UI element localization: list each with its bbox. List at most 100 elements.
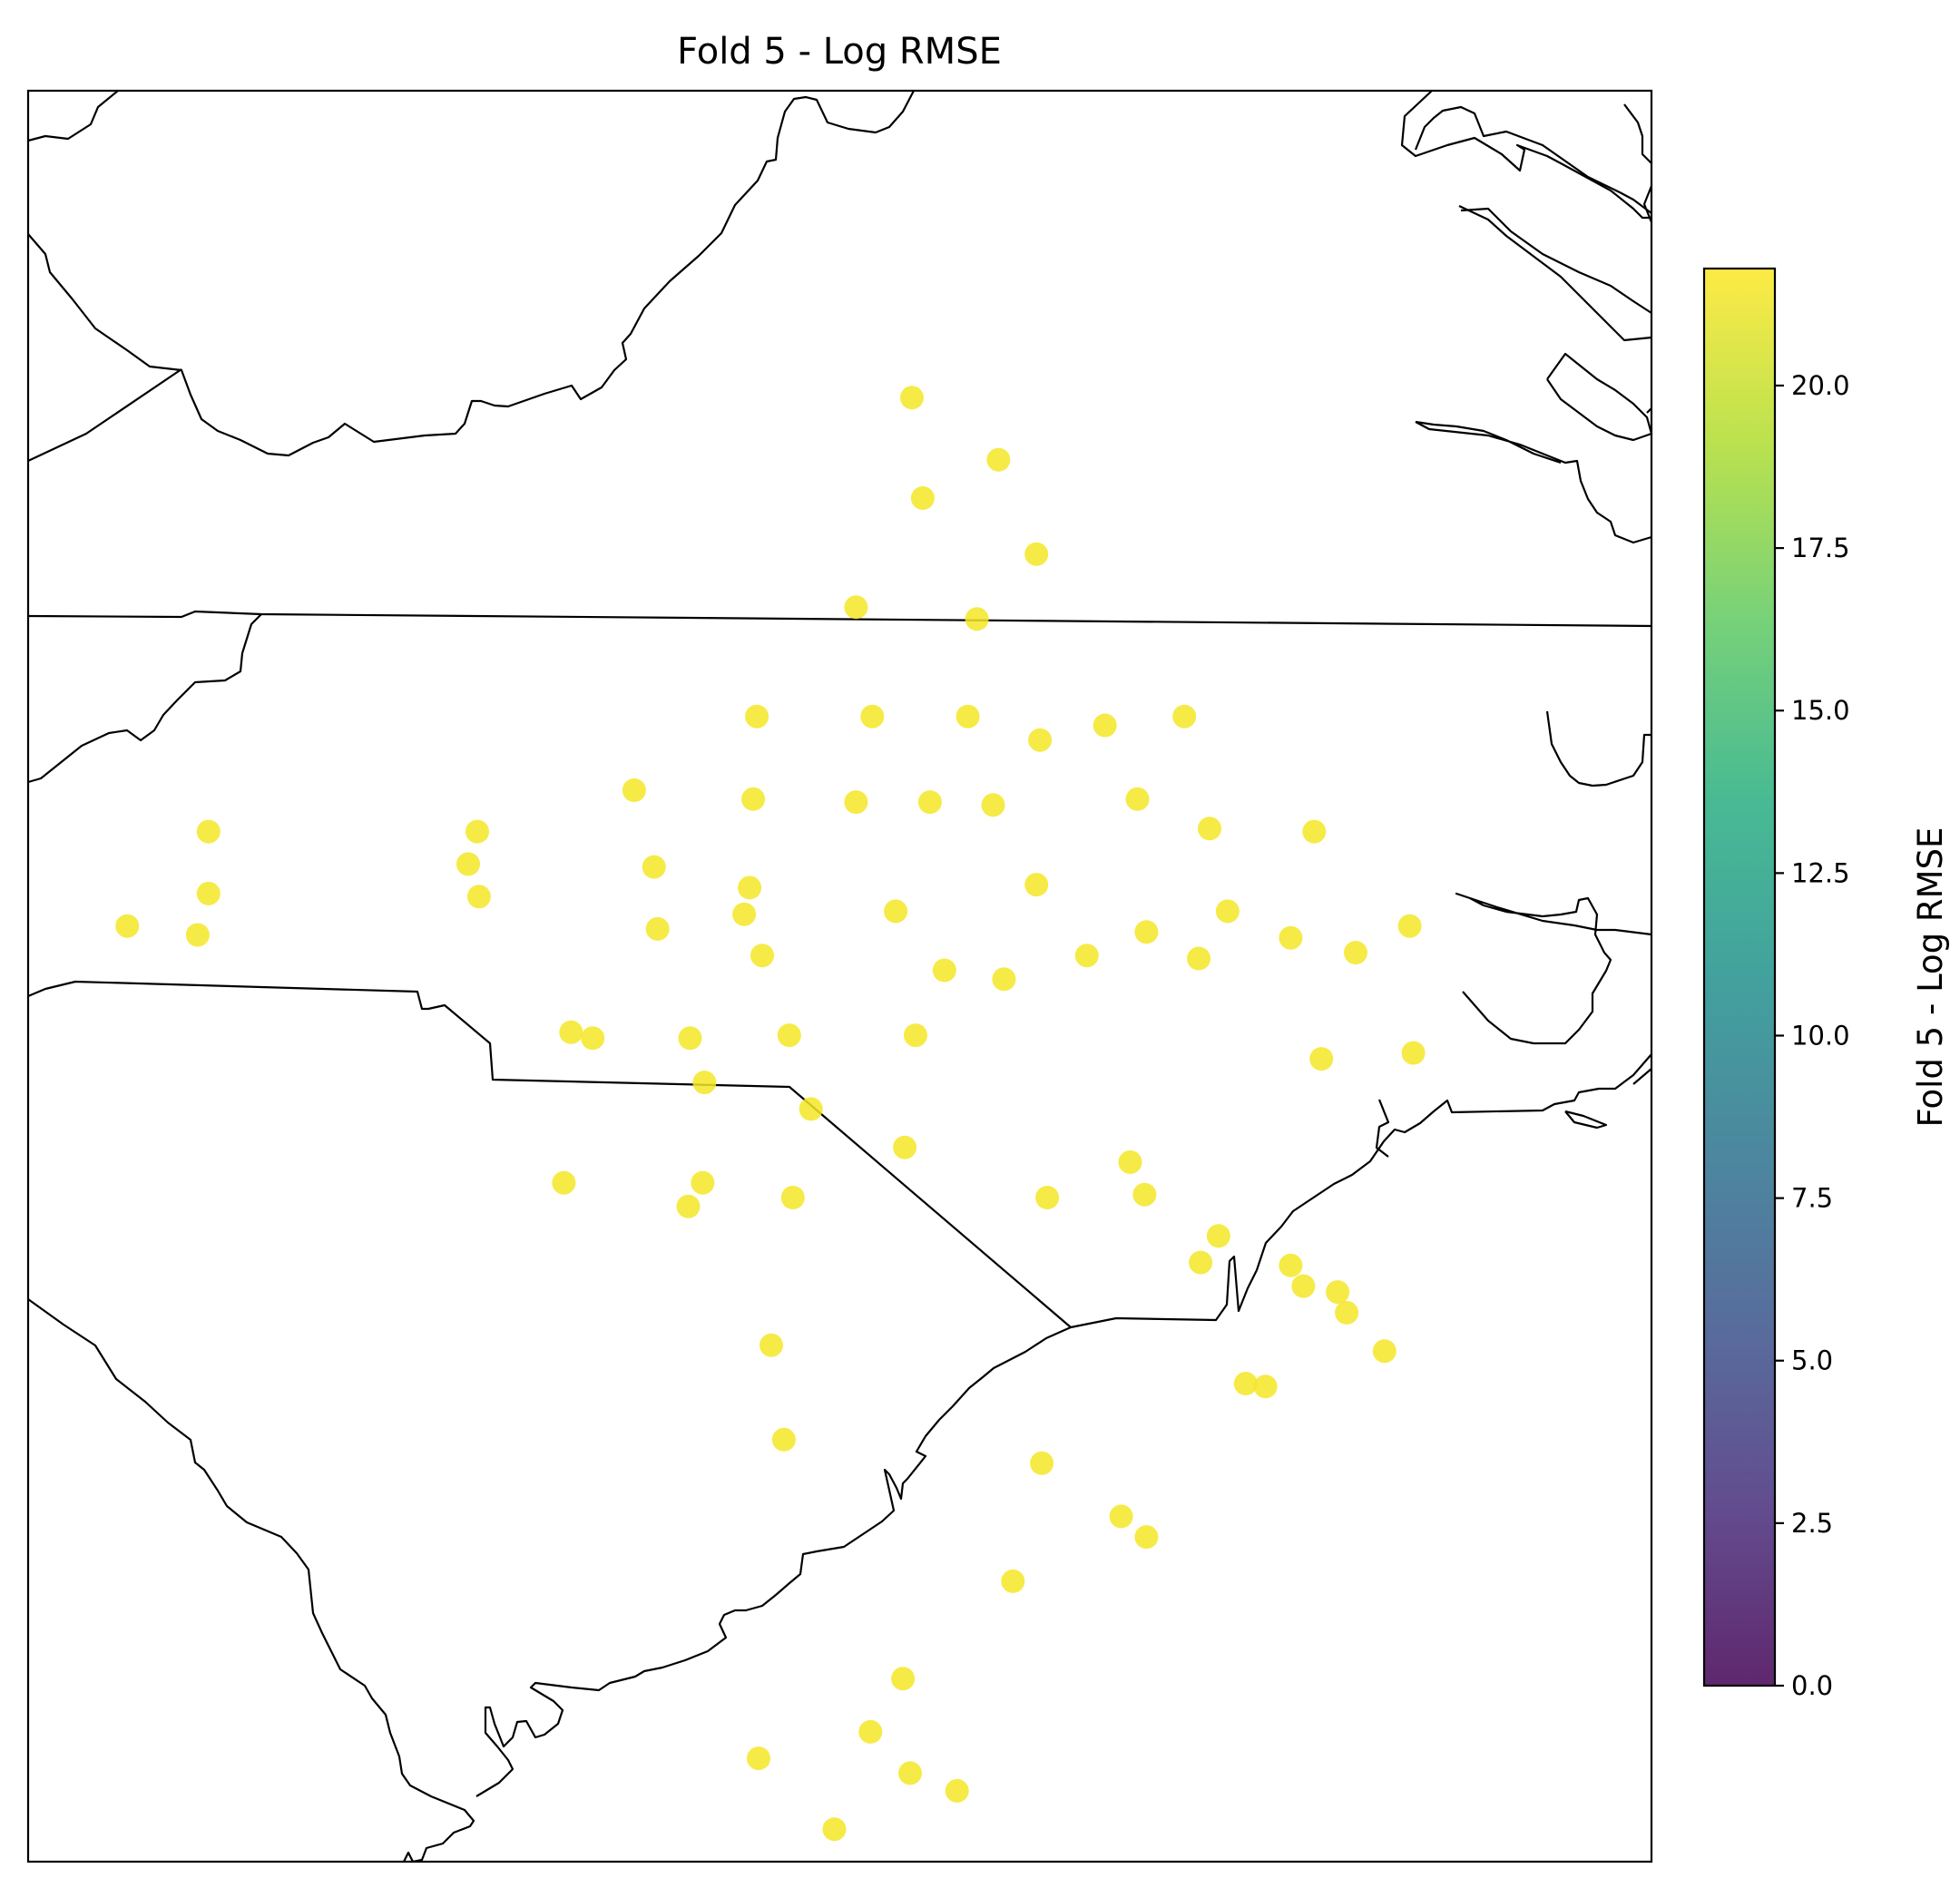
station-point: [1215, 899, 1240, 924]
station-point: [1344, 941, 1367, 964]
station-point: [745, 704, 769, 729]
station-point: [1134, 1525, 1159, 1550]
coastline-nc: [1255, 1053, 1652, 1271]
station-point: [1118, 1150, 1142, 1174]
chesapeake-shore-2: [1458, 205, 1652, 342]
colorbar-tick-label: 17.5: [1791, 533, 1850, 563]
map-area: [26, 89, 1653, 1863]
station-point: [456, 852, 480, 876]
colorbar-tick-label: 2.5: [1791, 1508, 1833, 1539]
state-line-wv-va: [27, 368, 182, 462]
station-point: [898, 1761, 922, 1785]
station-point: [185, 923, 210, 947]
station-markers: [115, 386, 1426, 1842]
station-point: [1074, 944, 1099, 968]
ridge-boundary-upper: [27, 90, 915, 457]
york-river-shore: [1546, 352, 1653, 442]
colorbar-tick-label: 20.0: [1791, 370, 1850, 401]
station-point: [945, 1778, 969, 1803]
station-point: [1028, 728, 1053, 752]
station-point: [1233, 1372, 1258, 1395]
station-point: [910, 486, 935, 510]
rappahannock-shore: [1460, 207, 1652, 314]
station-point: [1253, 1374, 1278, 1399]
colorbar-ticks: 0.0 2.5 5.0 7.5 10.0 12.5 15.0 17.5 20.0: [1775, 370, 1850, 1701]
station-point: [891, 1667, 916, 1691]
station-point: [780, 1186, 805, 1209]
colorbar: 0.0 2.5 5.0 7.5 10.0 12.5 15.0 17.5 20.0 Fold 5 …: [1702, 267, 1950, 1701]
colorbar-tick-label: 15.0: [1791, 695, 1850, 726]
colorbar-frame: [1702, 267, 1777, 1687]
station-point: [466, 819, 489, 844]
coastline-sc: [475, 1325, 1072, 1797]
station-point: [1302, 819, 1327, 844]
station-point: [741, 787, 766, 811]
river-boundary-north: [27, 90, 119, 142]
station-point: [115, 914, 140, 938]
station-point: [932, 958, 956, 983]
state-line-nc-sc: [27, 980, 1258, 1329]
station-point: [1093, 713, 1117, 738]
station-point: [1172, 704, 1197, 729]
station-point: [1401, 1041, 1426, 1065]
station-point: [917, 790, 942, 815]
state-line-ga-sc: [27, 1298, 475, 1863]
colorbar-tick-label: 5.0: [1791, 1345, 1833, 1376]
colorbar-tick-label: 0.0: [1791, 1670, 1833, 1701]
station-point: [760, 1333, 783, 1357]
station-point: [1279, 1253, 1303, 1277]
chesapeake-shore-1: [1400, 90, 1651, 220]
chesapeake-shore-3: [1414, 105, 1652, 214]
station-point: [732, 902, 757, 926]
station-point: [900, 386, 924, 410]
station-point: [559, 1020, 583, 1044]
station-point: [844, 595, 868, 620]
sound-pamlico: [1455, 892, 1652, 1045]
station-point: [552, 1170, 576, 1195]
station-point: [904, 1023, 927, 1048]
station-point: [196, 881, 220, 905]
station-point: [1109, 1504, 1133, 1529]
station-point: [1206, 1224, 1230, 1248]
station-point: [844, 790, 868, 815]
station-point: [771, 1427, 796, 1452]
station-point: [1335, 1300, 1359, 1325]
station-point: [992, 967, 1016, 992]
station-point: [1030, 1451, 1054, 1475]
station-point: [981, 793, 1005, 817]
station-point: [691, 1170, 715, 1195]
station-point: [956, 704, 980, 729]
station-point: [196, 819, 220, 844]
station-point: [1198, 817, 1221, 841]
station-point: [1132, 1182, 1157, 1207]
station-point: [1279, 925, 1303, 950]
station-point: [1291, 1274, 1316, 1298]
station-point: [1397, 914, 1422, 938]
station-point: [884, 899, 908, 924]
station-point: [642, 855, 666, 879]
station-point: [1001, 1569, 1025, 1593]
james-river-shore: [1415, 420, 1652, 544]
station-point: [747, 1746, 770, 1771]
colorbar-tick-label: 10.0: [1791, 1020, 1850, 1051]
station-point: [692, 1071, 717, 1095]
colorbar-label: Fold 5 - Log RMSE: [1911, 827, 1950, 1128]
station-point: [1372, 1339, 1396, 1364]
ridge-boundary-middle: [27, 613, 262, 784]
station-point: [750, 944, 774, 968]
station-point: [622, 778, 646, 802]
sound-outer-banks: [1375, 1099, 1390, 1158]
station-point: [965, 607, 989, 631]
state-line-va-nc: [27, 610, 1652, 628]
station-point: [777, 1023, 801, 1048]
station-point: [1125, 787, 1150, 811]
sound-albemarle: [1545, 710, 1651, 787]
station-point: [738, 875, 762, 900]
station-point: [1035, 1186, 1060, 1209]
station-point: [1187, 946, 1211, 971]
station-point: [799, 1097, 823, 1121]
station-point: [1189, 1250, 1213, 1275]
station-point: [860, 704, 885, 729]
station-point: [1134, 920, 1159, 944]
